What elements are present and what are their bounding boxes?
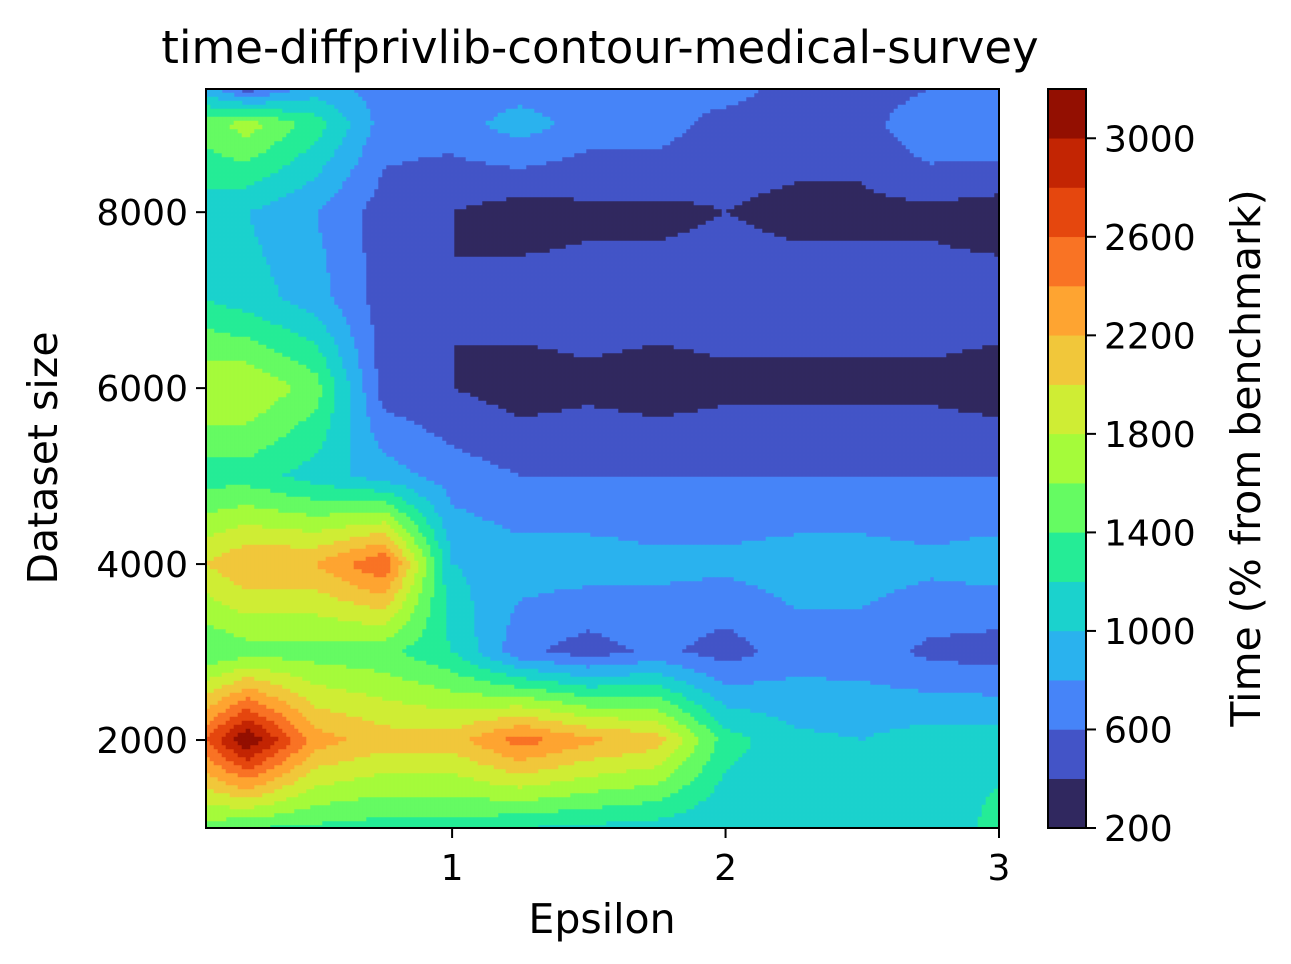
colorbar-segment [1047, 581, 1087, 632]
y-axis: 2000 4000 6000 8000 [96, 193, 206, 762]
contour-band-800-1000 [206, 89, 999, 742]
colorbar [1047, 88, 1087, 829]
colorbar-segment [1047, 679, 1087, 730]
colorbar-tick-label: 2200 [1104, 316, 1196, 357]
contour-band-2000-2200 [206, 532, 667, 798]
chart-title: time-diffprivlib-contour-medical-survey [161, 21, 1038, 74]
x-tick-label: 1 [441, 848, 464, 889]
contour-band-200-400 [453, 180, 999, 418]
colorbar-tick-label: 1400 [1104, 513, 1196, 554]
colorbar-tick-label: 600 [1104, 710, 1173, 751]
colorbar-segment [1047, 482, 1087, 533]
y-tick-label: 2000 [96, 721, 188, 762]
x-axis: 1 2 3 [441, 828, 1011, 889]
colorbar-segment [1047, 187, 1087, 238]
colorbar-segment [1047, 138, 1087, 188]
colorbar-frame [1047, 88, 1087, 829]
plot-frame [205, 88, 1000, 829]
contour-band-2200-2400 [206, 544, 603, 790]
colorbar-segment [1047, 285, 1087, 336]
y-tick-label: 4000 [96, 545, 188, 586]
x-tick-label: 2 [714, 848, 737, 889]
contour-band-1000-1200 [206, 96, 999, 828]
y-tick-label: 6000 [96, 369, 188, 410]
colorbar-segment [1047, 335, 1087, 385]
x-tick-label: 3 [988, 848, 1011, 889]
y-axis-label: Dataset size [19, 331, 67, 584]
colorbar-segment [1047, 778, 1087, 829]
colorbar-segment [1047, 88, 1087, 139]
colorbar-segment [1047, 236, 1087, 287]
colorbar-segment [1047, 630, 1087, 681]
colorbar-segment [1047, 433, 1087, 484]
plot-area [206, 89, 999, 828]
colorbar-ticks: 200 600 1000 1400 1800 2200 2600 3000 [1086, 119, 1196, 850]
colorbar-tick-label: 2600 [1104, 218, 1196, 259]
colorbar-tick-label: 200 [1104, 809, 1173, 850]
colorbar-tick-label: 1800 [1104, 415, 1196, 456]
colorbar-segment [1047, 729, 1087, 779]
colorbar-tick-label: 3000 [1104, 119, 1196, 160]
colorbar-label: Time (% from benchmark) [1222, 189, 1270, 727]
colorbar-segment [1047, 384, 1087, 435]
colorbar-tick-label: 1000 [1104, 612, 1196, 653]
x-axis-label: Epsilon [528, 895, 675, 943]
contour-band-3000-3200 [233, 728, 263, 750]
colorbar-segment [1047, 532, 1087, 582]
y-tick-label: 8000 [96, 193, 188, 234]
